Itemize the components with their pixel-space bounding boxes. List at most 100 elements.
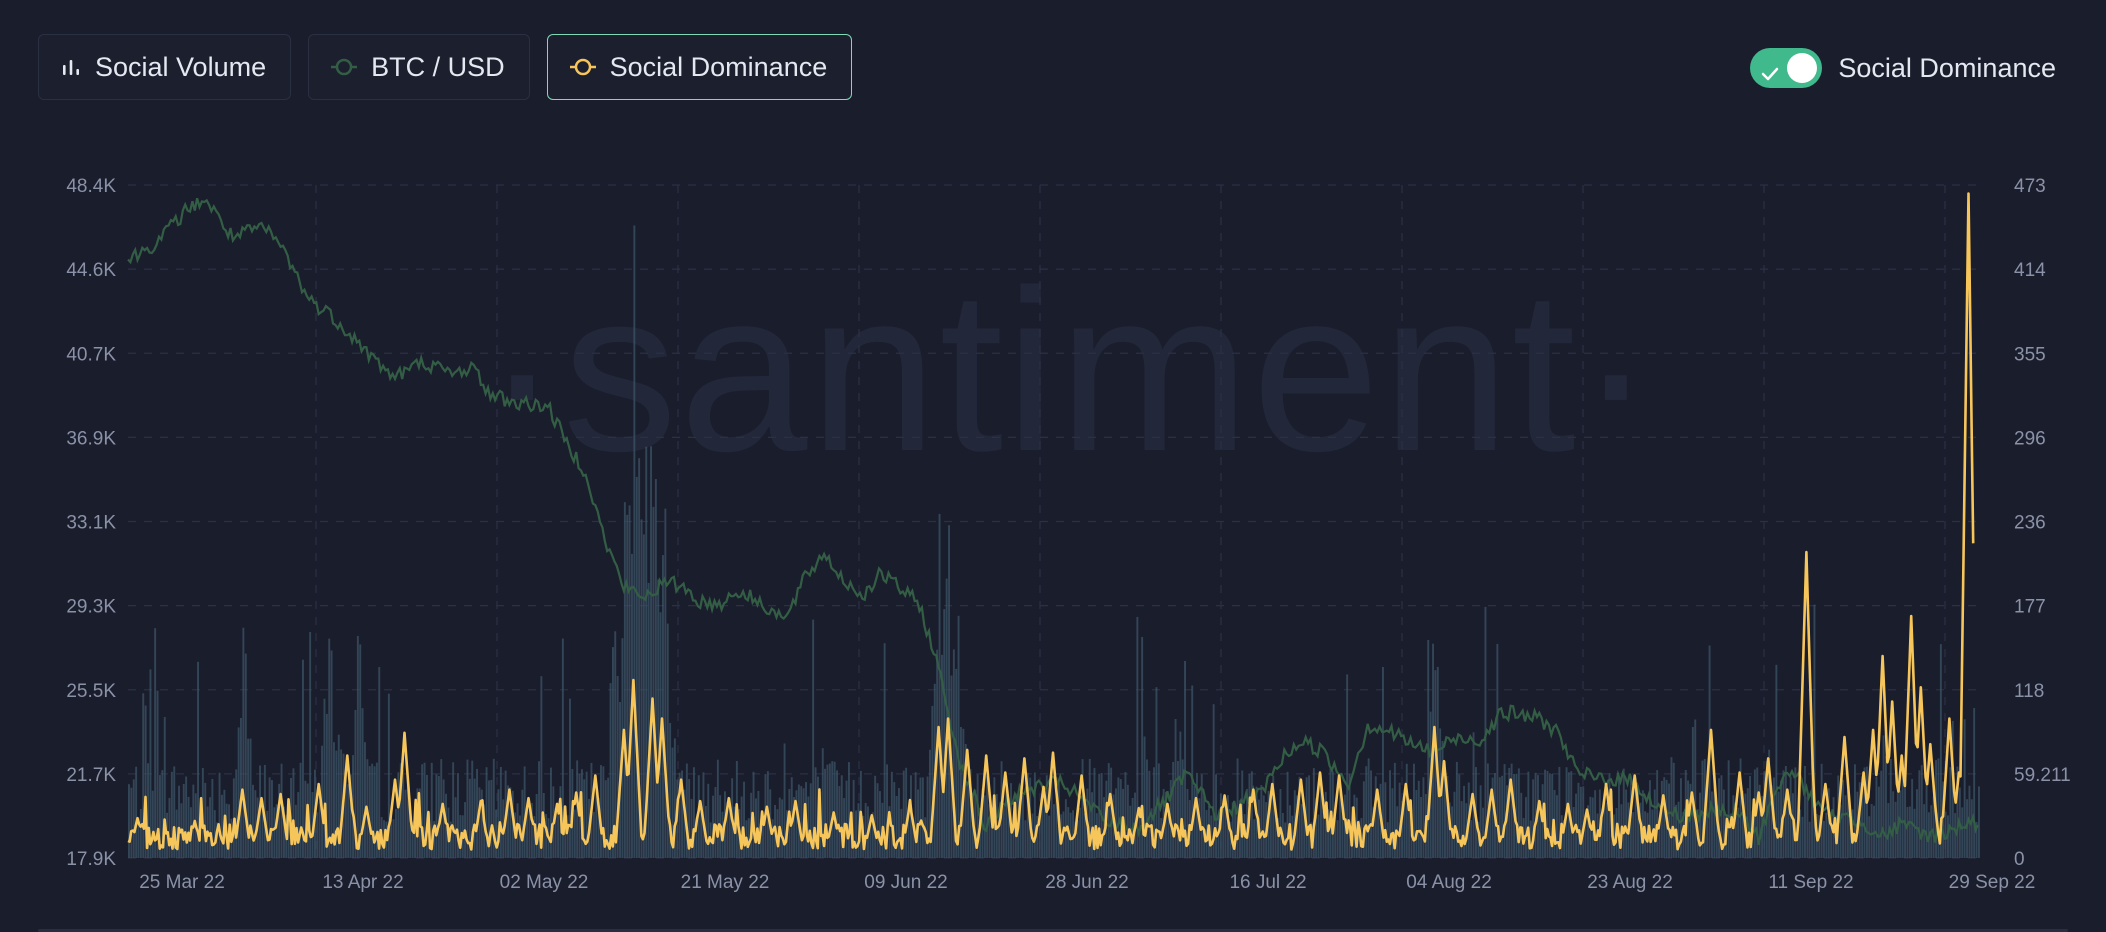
social-volume-bar (1534, 772, 1537, 858)
social-volume-bar (1489, 796, 1492, 858)
social-volume-bar (1239, 800, 1241, 858)
social-volume-bar (488, 780, 490, 858)
social-volume-bar (252, 784, 254, 858)
social-volume-bar (1727, 760, 1730, 858)
social-volume-bar (1870, 804, 1873, 858)
social-volume-bar (974, 789, 977, 858)
social-volume-bar (874, 775, 877, 858)
social-volume-bar (800, 786, 803, 858)
social-volume-bar (564, 812, 567, 858)
social-volume-bar (1196, 772, 1198, 858)
social-volume-bar (1334, 816, 1337, 858)
social-volume-bar (1346, 674, 1349, 858)
social-volume-bar (1384, 782, 1387, 858)
social-volume-bar (211, 778, 214, 858)
social-volume-bar (406, 785, 409, 858)
social-volume-bar (602, 766, 605, 858)
social-volume-bar (638, 458, 641, 858)
social-volume-bar (1613, 814, 1616, 858)
social-volume-bar (941, 654, 943, 858)
social-volume-bar (902, 770, 905, 858)
social-volume-bar (1539, 801, 1542, 858)
social-volume-bar (1939, 644, 1942, 858)
social-volume-bar (480, 789, 483, 858)
social-volume-bar (1844, 795, 1847, 858)
social-volume-bar (1358, 820, 1361, 858)
social-volume-bar (1911, 778, 1914, 858)
social-volume-bar (1942, 781, 1945, 858)
social-volume-bar (454, 797, 457, 858)
y-left-tick-label: 17.9K (66, 849, 116, 870)
social-volume-bar (452, 762, 455, 858)
social-volume-bar (898, 788, 900, 858)
social-volume-bar (886, 764, 888, 858)
social-volume-bar (1734, 816, 1737, 858)
social-volume-bar (1045, 775, 1048, 858)
social-volume-bar (1882, 735, 1885, 858)
social-volume-bar (1174, 719, 1177, 858)
social-volume-bar (607, 777, 610, 858)
social-volume-bar (983, 795, 986, 858)
x-axis: 25 Mar 22 13 Apr 22 02 May 22 21 May 22 09 J… (139, 872, 2035, 893)
social-volume-bar (1072, 810, 1074, 858)
social-volume-bar (182, 784, 185, 858)
social-volume-bar (1551, 774, 1554, 858)
social-volume-bar (1098, 773, 1101, 858)
social-volume-bar (509, 787, 512, 858)
social-volume-bar (871, 812, 874, 858)
btc-usd-button[interactable]: BTC / USD (308, 34, 530, 100)
social-volume-bar (242, 627, 245, 858)
social-volume-bar (1827, 788, 1830, 858)
social-volume-bar (1496, 643, 1499, 858)
social-volume-bar (1811, 761, 1813, 858)
social-volume-bar (1024, 820, 1027, 858)
social-volume-bar (623, 502, 626, 858)
social-volume-bar (740, 796, 743, 858)
social-volume-bar (533, 816, 536, 858)
social-volume-bar (1413, 763, 1415, 858)
social-volume-bar (728, 797, 731, 858)
social-volume-bar (135, 766, 138, 858)
social-volume-bar (497, 789, 500, 858)
social-volume-bar (421, 764, 424, 858)
social-volume-bar (921, 777, 924, 858)
social-volume-bar (161, 770, 164, 858)
social-volume-button[interactable]: Social Volume (38, 34, 292, 100)
social-volume-bar (1956, 766, 1959, 858)
x-tick-label: 04 Aug 22 (1406, 872, 1492, 893)
social-volume-bar (399, 763, 402, 858)
social-volume-bar (1124, 772, 1127, 858)
social-volume-bar (142, 693, 145, 858)
social-volume-bar (1103, 797, 1105, 858)
social-volume-bar (807, 796, 810, 858)
social-volume-bar (1491, 777, 1494, 858)
social-volume-bar (411, 821, 414, 858)
social-volume-bar (1532, 779, 1535, 858)
social-volume-bar (1246, 788, 1248, 858)
social-volume-bar (457, 773, 459, 858)
x-tick-label: 28 Jun 22 (1045, 872, 1128, 893)
toggle-label: Social Dominance (1838, 52, 2056, 83)
social-volume-bar (1422, 777, 1425, 858)
social-volume-bar (685, 763, 688, 858)
social-volume-bar (876, 783, 879, 858)
x-tick-label: 25 Mar 22 (139, 872, 225, 893)
social-volume-bar (1875, 776, 1878, 858)
social-dominance-toggle[interactable] (1750, 48, 1823, 88)
social-dominance-button[interactable]: Social Dominance (546, 34, 853, 100)
social-volume-bar (1749, 776, 1751, 858)
y-left-tick-label: 25.5K (66, 681, 116, 702)
social-volume-bar (1253, 819, 1256, 858)
social-volume-bar (666, 623, 669, 858)
social-volume-bar (132, 779, 135, 858)
y-left-tick-label: 44.6K (66, 260, 116, 281)
social-volume-bar (1720, 775, 1723, 858)
social-volume-bar (1272, 775, 1275, 858)
social-volume-bar (545, 814, 548, 858)
social-volume-bar (1374, 776, 1377, 858)
social-volume-bar (147, 763, 149, 858)
social-volume-bar (292, 768, 295, 858)
social-volume-bar (1250, 771, 1253, 858)
social-volume-bar (635, 476, 638, 858)
social-volume-bar (1382, 667, 1384, 858)
